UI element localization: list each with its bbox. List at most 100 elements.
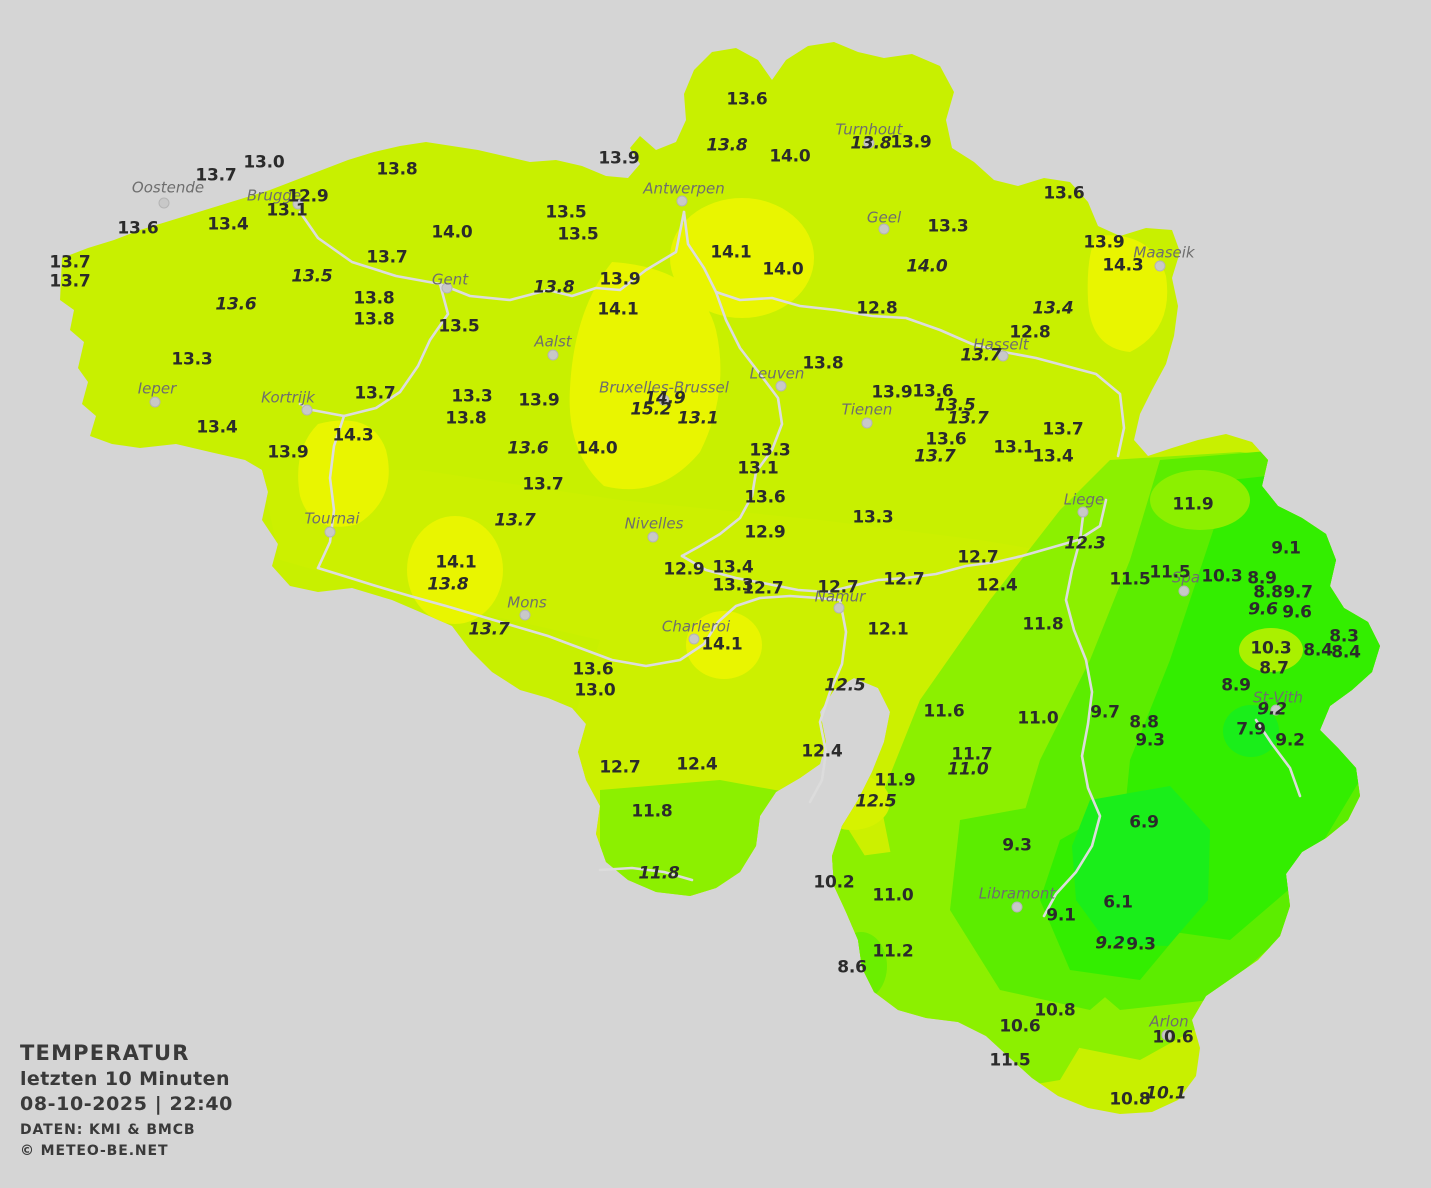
temperature-value: 8.8 [1253, 582, 1283, 603]
city-label: Liege [1063, 490, 1105, 509]
legend-subtitle: letzten 10 Minuten [20, 1067, 230, 1090]
temperature-value: 10.3 [1201, 566, 1243, 587]
city-label: Aalst [534, 332, 572, 351]
temperature-value: 13.3 [852, 507, 894, 528]
temperature-value: 13.5 [557, 224, 599, 245]
city-label: Nivelles [624, 514, 684, 533]
temperature-value: 14.0 [769, 146, 811, 167]
legend-source: DATEN: KMI & BMCB [20, 1122, 196, 1139]
temperature-value: 13.9 [871, 382, 913, 403]
temperature-value: 9.2 [1275, 730, 1305, 751]
temperature-value: 13.7 [522, 474, 564, 495]
temperature-value: 13.9 [267, 442, 309, 463]
temperature-value: 13.8 [706, 135, 748, 156]
city-label: Libramont [978, 884, 1056, 903]
temperature-value: 12.8 [856, 298, 898, 319]
city-label: Tienen [841, 400, 893, 419]
temperature-value: 8.6 [837, 957, 867, 978]
temperature-value: 8.4 [1303, 640, 1333, 661]
temperature-value: 14.1 [701, 634, 743, 655]
city-dot [833, 602, 845, 614]
city-dot [519, 609, 531, 621]
temperature-value: 13.7 [468, 619, 510, 640]
city-dot [688, 633, 700, 645]
temperature-value: 11.0 [947, 759, 989, 780]
temperature-value: 13.5 [438, 316, 480, 337]
temperature-value: 13.6 [507, 438, 549, 459]
map-legend: TEMPERATUR letzten 10 Minuten 08-10-2025… [20, 1040, 233, 1162]
temperature-value: 10.2 [813, 872, 855, 893]
city-label: Turnhout [835, 120, 903, 139]
temperature-value: 9.2 [1257, 699, 1287, 720]
city-dot [775, 380, 787, 392]
temperature-value: 13.7 [960, 345, 1002, 366]
temperature-value: 13.7 [914, 446, 956, 467]
temperature-value: 6.9 [1129, 812, 1159, 833]
temperature-value: 14.0 [431, 222, 473, 243]
temperature-value: 9.3 [1126, 934, 1156, 955]
temperature-value: 11.8 [1022, 614, 1064, 635]
temperature-value: 9.1 [1271, 538, 1301, 559]
temperature-value: 13.5 [545, 202, 587, 223]
city-dot [863, 137, 875, 149]
temperature-value: 13.8 [353, 309, 395, 330]
temperature-value: 9.7 [1090, 702, 1120, 723]
temperature-value: 14.1 [435, 552, 477, 573]
temperature-value: 13.1 [677, 408, 719, 429]
temperature-value: 13.1 [737, 458, 779, 479]
city-dot [301, 404, 313, 416]
temperature-value: 13.4 [207, 214, 249, 235]
city-label: Bruxelles-Brussel [599, 378, 729, 397]
temperature-value: 13.8 [376, 159, 418, 180]
temperature-value: 11.9 [874, 770, 916, 791]
temperature-value: 13.8 [445, 408, 487, 429]
city-dot [158, 197, 170, 209]
temperature-value: 11.5 [989, 1050, 1031, 1071]
temperature-value: 12.9 [287, 186, 329, 207]
city-dot [1161, 1029, 1173, 1041]
temperature-value: 11.5 [1109, 569, 1151, 590]
city-dot [878, 223, 890, 235]
temperature-value: 14.3 [332, 425, 374, 446]
temperature-value: 7.9 [1236, 719, 1266, 740]
temperature-value: 13.9 [890, 132, 932, 153]
temperature-value: 13.7 [354, 383, 396, 404]
temperature-value: 15.2 [630, 399, 672, 420]
city-label: St-Vith [1252, 688, 1304, 707]
temperature-value: 14.3 [1102, 255, 1144, 276]
temperature-value: 11.8 [638, 863, 680, 884]
legend-title: TEMPERATUR [20, 1041, 190, 1065]
temperature-value: 13.3 [927, 216, 969, 237]
temperature-value: 13.6 [744, 487, 786, 508]
temperature-value: 13.7 [1042, 419, 1084, 440]
temperature-value: 12.5 [824, 675, 866, 696]
city-dot [861, 417, 873, 429]
temperature-value: 13.1 [993, 437, 1035, 458]
city-dot [1178, 585, 1190, 597]
temperature-value: 13.6 [117, 218, 159, 239]
temperature-value: 8.7 [1259, 658, 1289, 679]
temperature-value: 11.0 [872, 885, 914, 906]
temperature-value: 13.6 [572, 659, 614, 680]
temperature-value: 12.1 [867, 619, 909, 640]
temperature-value: 13.8 [850, 133, 892, 154]
temperature-value: 10.8 [1109, 1089, 1151, 1110]
city-dot [547, 349, 559, 361]
city-label: Antwerpen [643, 179, 725, 198]
temperature-value: 10.8 [1034, 1000, 1076, 1021]
city-dot [997, 350, 1009, 362]
temperature-value: 14.1 [710, 242, 752, 263]
temperature-value: 13.0 [574, 680, 616, 701]
temperature-value: 6.1 [1103, 892, 1133, 913]
temperature-value: 13.7 [49, 252, 91, 273]
temperature-value: 13.3 [712, 575, 754, 596]
city-label: Brugge [246, 186, 302, 205]
temperature-value: 12.7 [599, 757, 641, 778]
temperature-value: 12.7 [883, 569, 925, 590]
temperature-value: 8.4 [1331, 642, 1361, 663]
temperature-value: 13.8 [427, 574, 469, 595]
temperature-value: 12.5 [855, 791, 897, 812]
temperature-value: 12.4 [976, 575, 1018, 596]
city-label: Arlon [1149, 1012, 1189, 1031]
